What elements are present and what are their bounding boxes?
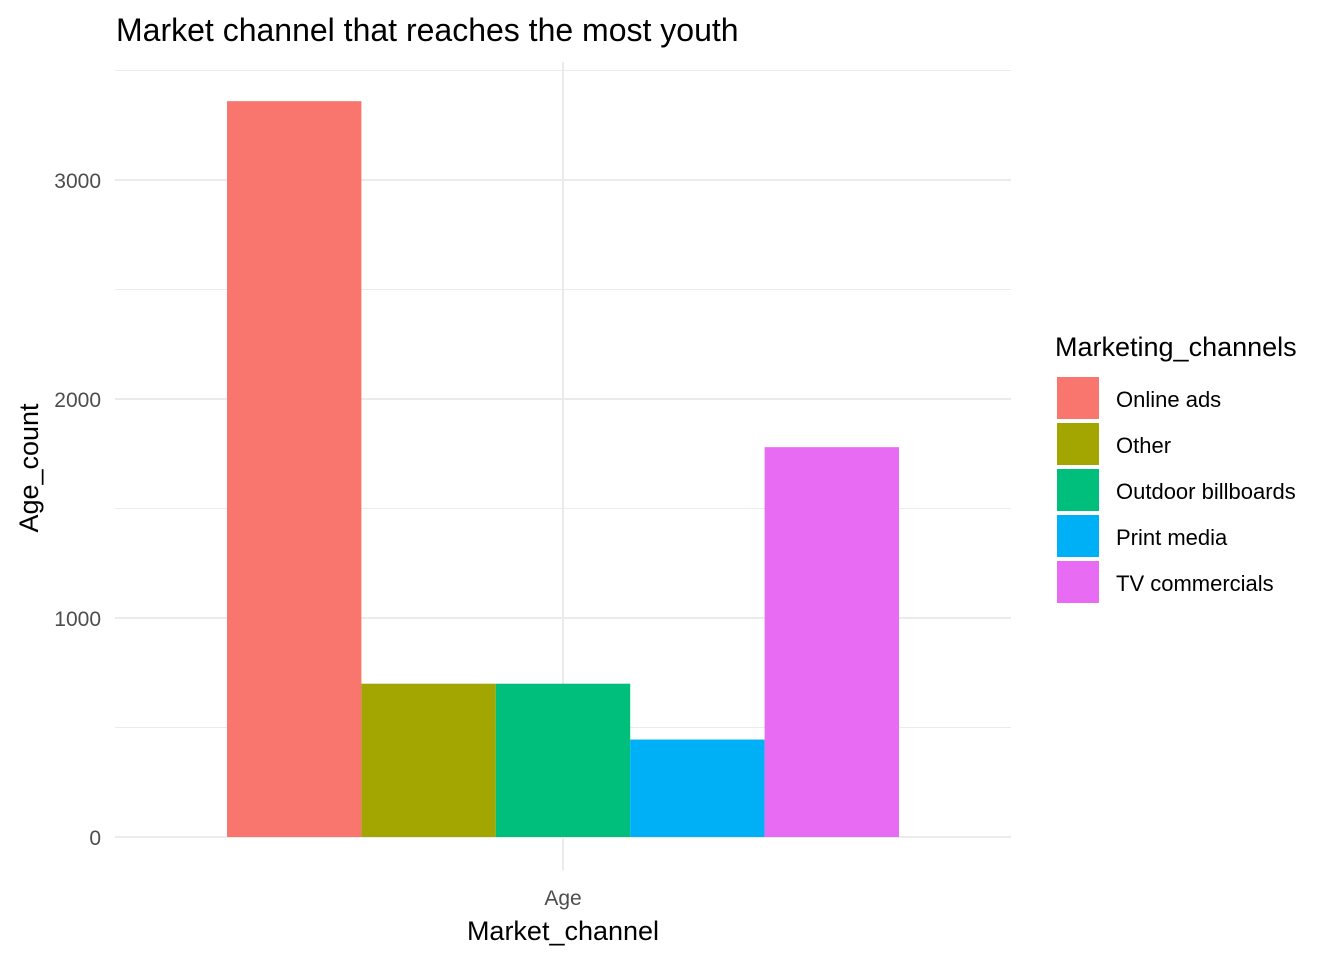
legend-key-outdoor-billboards [1057,469,1099,511]
bar-outdoor-billboards [495,683,631,837]
legend-label: Print media [1116,525,1228,550]
legend-title: Marketing_channels [1055,332,1297,362]
bar-tv-commercials [764,447,899,837]
bar-print-media [630,739,765,837]
bar-online-ads [227,101,362,837]
bars [227,101,899,837]
legend-key-print-media [1057,515,1099,557]
legend-key-online-ads [1057,377,1099,419]
y-tick-label: 3000 [54,170,101,193]
chart-title: Market channel that reaches the most you… [116,12,739,48]
legend: Marketing_channels Online ads Other Outdoo… [1055,332,1297,603]
x-tick-label: Age [544,887,581,910]
legend-key-tv-commercials [1057,561,1099,603]
legend-label: Outdoor billboards [1116,479,1296,504]
y-tick-label: 0 [89,827,101,850]
legend-label: Other [1116,433,1171,458]
legend-key-other [1057,423,1099,465]
legend-label: Online ads [1116,387,1221,412]
y-tick-label: 1000 [54,608,101,631]
y-tick-label: 2000 [54,389,101,412]
y-axis-title: Age_count [14,403,44,533]
y-axis-ticks: 0 1000 2000 3000 [54,170,101,850]
bar-other [361,683,496,837]
x-axis-ticks: Age [544,887,581,910]
x-axis-title: Market_channel [467,916,659,946]
legend-label: TV commercials [1116,571,1274,596]
